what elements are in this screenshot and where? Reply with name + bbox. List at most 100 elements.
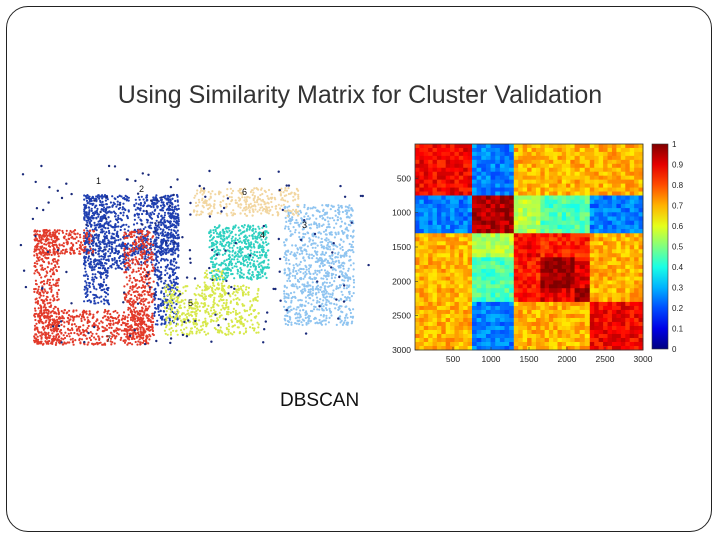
scatter-point-cluster-7 bbox=[46, 291, 49, 295]
scatter-point-cluster-3 bbox=[344, 205, 347, 208]
scatter-point-cluster-1 bbox=[93, 297, 96, 300]
scatter-point-cluster-3 bbox=[308, 293, 311, 296]
scatter-point-cluster-3 bbox=[303, 319, 306, 322]
scatter-point-cluster-7 bbox=[37, 307, 40, 310]
scatter-point-cluster-3 bbox=[316, 244, 319, 247]
scatter-point-cluster-7 bbox=[96, 326, 99, 329]
scatter-point-cluster-6 bbox=[219, 212, 222, 215]
scatter-point-cluster-6 bbox=[230, 192, 233, 195]
scatter-point-cluster-3 bbox=[324, 303, 327, 306]
scatter-point-cluster-7 bbox=[129, 297, 132, 300]
scatter-point-cluster-7 bbox=[66, 320, 69, 323]
scatter-point-cluster-3 bbox=[346, 296, 349, 299]
scatter-point-cluster-5 bbox=[212, 312, 215, 315]
scatter-point-cluster-7 bbox=[128, 259, 131, 262]
scatter-point-cluster-7 bbox=[90, 334, 93, 338]
scatter-point-cluster-5 bbox=[206, 276, 209, 279]
scatter-point-cluster-5 bbox=[225, 306, 228, 309]
scatter-point-cluster-6 bbox=[247, 206, 250, 209]
scatter-point-cluster-7 bbox=[54, 329, 58, 332]
scatter-point-cluster-3 bbox=[346, 323, 349, 326]
scatter-point-cluster-3 bbox=[288, 310, 291, 313]
scatter-point-cluster-6 bbox=[264, 190, 267, 194]
scatter-point-cluster-5 bbox=[256, 299, 259, 302]
scatter-point-cluster-3 bbox=[311, 278, 314, 281]
scatter-point-cluster-1 bbox=[92, 248, 95, 251]
scatter-point-cluster-1 bbox=[83, 208, 86, 211]
scatter-point-cluster-7 bbox=[139, 341, 142, 344]
scatter-point-cluster-7 bbox=[56, 327, 59, 331]
scatter-point-cluster-3 bbox=[339, 225, 343, 228]
scatter-point-cluster-2 bbox=[173, 306, 176, 309]
scatter-point-cluster-4 bbox=[230, 242, 233, 245]
scatter-point-cluster-2 bbox=[160, 223, 163, 227]
scatter-point-cluster-2 bbox=[164, 231, 167, 234]
scatter-point-cluster-4 bbox=[216, 226, 219, 230]
scatter-point-cluster-1 bbox=[117, 225, 120, 228]
scatter-point-cluster-1 bbox=[98, 195, 101, 198]
scatter-point-cluster-6 bbox=[192, 210, 196, 213]
scatter-point-cluster-1 bbox=[117, 250, 120, 253]
scatter-point-cluster-3 bbox=[325, 239, 328, 242]
scatter-point-cluster-4 bbox=[250, 241, 253, 244]
scatter-point-cluster-5 bbox=[220, 289, 223, 292]
scatter-point-cluster-1 bbox=[119, 267, 122, 270]
scatter-point-cluster-2 bbox=[143, 257, 146, 260]
scatter-point-cluster-1 bbox=[97, 213, 100, 216]
scatter-point-cluster-5 bbox=[233, 284, 236, 287]
scatter-point-cluster-1 bbox=[94, 273, 97, 276]
scatter-point-cluster-2 bbox=[155, 256, 158, 259]
scatter-point-cluster-3 bbox=[294, 228, 297, 232]
scatter-point-cluster-2 bbox=[155, 262, 158, 265]
scatter-point-cluster-7 bbox=[112, 323, 115, 326]
scatter-point-cluster-6 bbox=[274, 205, 277, 208]
scatter-point-cluster-3 bbox=[294, 270, 298, 273]
scatter-point-cluster-1 bbox=[106, 293, 110, 296]
scatter-point-cluster-5 bbox=[248, 314, 251, 317]
scatter-point-cluster-1 bbox=[100, 276, 103, 279]
scatter-point-cluster-3 bbox=[309, 288, 312, 291]
scatter-point-cluster-7 bbox=[46, 308, 49, 312]
scatter-point-cluster-4 bbox=[230, 237, 233, 240]
scatter-point-cluster-7 bbox=[94, 342, 97, 345]
scatter-point-cluster-3 bbox=[337, 206, 341, 209]
scatter-point-cluster-5 bbox=[169, 321, 172, 324]
scatter-point-cluster-1 bbox=[121, 208, 124, 211]
scatter-point-cluster-6 bbox=[245, 203, 248, 206]
scatter-point-cluster-5 bbox=[178, 306, 181, 310]
scatter-point-cluster-7 bbox=[145, 323, 148, 326]
scatter-point-cluster-7 bbox=[106, 310, 109, 313]
scatter-point-cluster-3 bbox=[319, 321, 322, 324]
scatter-point-cluster-7 bbox=[131, 343, 134, 346]
scatter-point-cluster-2 bbox=[146, 199, 149, 202]
scatter-point-cluster-3 bbox=[341, 245, 344, 249]
scatter-point-cluster-3 bbox=[339, 256, 342, 259]
scatter-point-cluster-7 bbox=[148, 305, 151, 308]
scatter-point-cluster-2 bbox=[169, 199, 172, 202]
scatter-point-cluster-4 bbox=[230, 239, 234, 243]
scatter-point-cluster-1 bbox=[99, 224, 102, 227]
scatter-point-cluster-2 bbox=[161, 286, 164, 290]
scatter-point-cluster-5 bbox=[247, 291, 250, 294]
scatter-point-cluster-4 bbox=[252, 232, 256, 235]
scatter-point-cluster-7 bbox=[46, 280, 49, 283]
scatter-point-cluster-7 bbox=[71, 341, 74, 344]
scatter-point-cluster-2 bbox=[168, 249, 171, 252]
scatter-point-cluster-1 bbox=[112, 241, 115, 244]
scatter-point-cluster-1 bbox=[86, 259, 89, 262]
scatter-point-cluster-4 bbox=[260, 264, 263, 267]
scatter-point-cluster-6 bbox=[225, 212, 228, 215]
scatter-point-cluster-7 bbox=[91, 332, 94, 335]
scatter-point-cluster-7 bbox=[140, 326, 144, 329]
scatter-point-cluster-5 bbox=[176, 308, 179, 312]
scatter-point-cluster-2 bbox=[142, 198, 145, 201]
scatter-point-cluster-5 bbox=[234, 317, 237, 320]
scatter-point-cluster-4 bbox=[210, 260, 213, 263]
scatter-point-cluster-4 bbox=[228, 268, 231, 271]
scatter-point-cluster-3 bbox=[285, 257, 288, 260]
scatter-point-cluster-3 bbox=[301, 323, 304, 327]
scatter-point-cluster-3 bbox=[328, 231, 331, 235]
scatter-point-cluster-6 bbox=[243, 196, 246, 199]
scatter-point-cluster-4 bbox=[214, 253, 217, 256]
scatter-point-cluster-5 bbox=[213, 309, 216, 312]
